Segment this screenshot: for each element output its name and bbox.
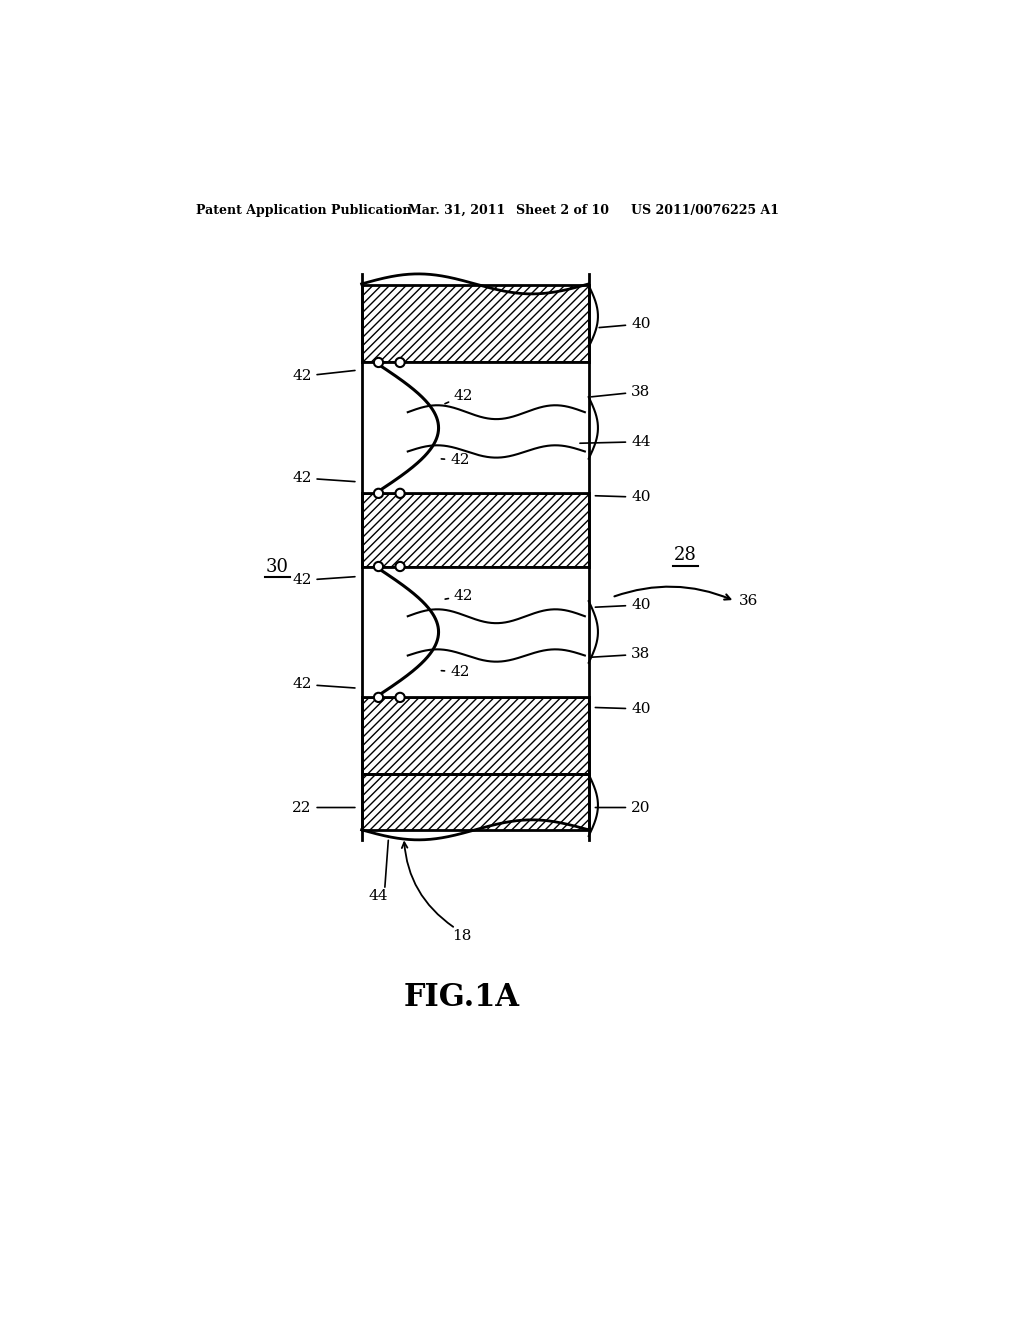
- Text: 22: 22: [292, 800, 355, 814]
- Text: 18: 18: [452, 929, 471, 942]
- Text: 40: 40: [599, 317, 650, 331]
- Text: 42: 42: [445, 589, 473, 603]
- Text: 42: 42: [292, 370, 355, 383]
- Circle shape: [374, 358, 383, 367]
- Text: Patent Application Publication: Patent Application Publication: [196, 205, 412, 218]
- Text: US 2011/0076225 A1: US 2011/0076225 A1: [631, 205, 779, 218]
- Bar: [361, 277, 589, 836]
- Text: 42: 42: [441, 453, 470, 467]
- Circle shape: [395, 693, 404, 702]
- Text: 38: 38: [592, 384, 650, 399]
- Text: FIG.1A: FIG.1A: [403, 982, 519, 1014]
- Text: 42: 42: [292, 471, 355, 484]
- Text: 44: 44: [580, 434, 650, 449]
- Text: 42: 42: [441, 665, 470, 678]
- Circle shape: [395, 562, 404, 572]
- Text: Sheet 2 of 10: Sheet 2 of 10: [515, 205, 608, 218]
- Bar: [361, 363, 589, 494]
- Bar: [361, 494, 589, 566]
- Circle shape: [374, 693, 383, 702]
- Text: 40: 40: [595, 490, 650, 504]
- Circle shape: [374, 488, 383, 498]
- Text: 30: 30: [265, 557, 289, 576]
- Bar: [361, 775, 589, 830]
- Text: 42: 42: [292, 573, 355, 587]
- Text: 20: 20: [595, 800, 650, 814]
- Text: 42: 42: [292, 677, 355, 692]
- Bar: [361, 285, 589, 363]
- Text: 38: 38: [592, 647, 650, 661]
- Text: 42: 42: [445, 388, 473, 404]
- Circle shape: [395, 358, 404, 367]
- Text: 36: 36: [739, 594, 758, 609]
- Text: 44: 44: [369, 890, 388, 903]
- Text: 40: 40: [595, 702, 650, 715]
- Circle shape: [395, 488, 404, 498]
- Text: Mar. 31, 2011: Mar. 31, 2011: [408, 205, 505, 218]
- Circle shape: [374, 562, 383, 572]
- Bar: [361, 697, 589, 775]
- Text: 28: 28: [674, 546, 696, 564]
- Bar: [361, 566, 589, 697]
- Text: 40: 40: [595, 598, 650, 612]
